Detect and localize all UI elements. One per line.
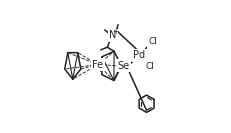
Text: N: N [109, 30, 116, 40]
Text: Fe: Fe [92, 59, 103, 70]
Text: Se: Se [117, 61, 129, 71]
Text: Pd: Pd [133, 50, 145, 60]
Text: Cl: Cl [148, 37, 156, 46]
Text: +: + [112, 27, 119, 36]
Text: Cl: Cl [145, 62, 154, 71]
